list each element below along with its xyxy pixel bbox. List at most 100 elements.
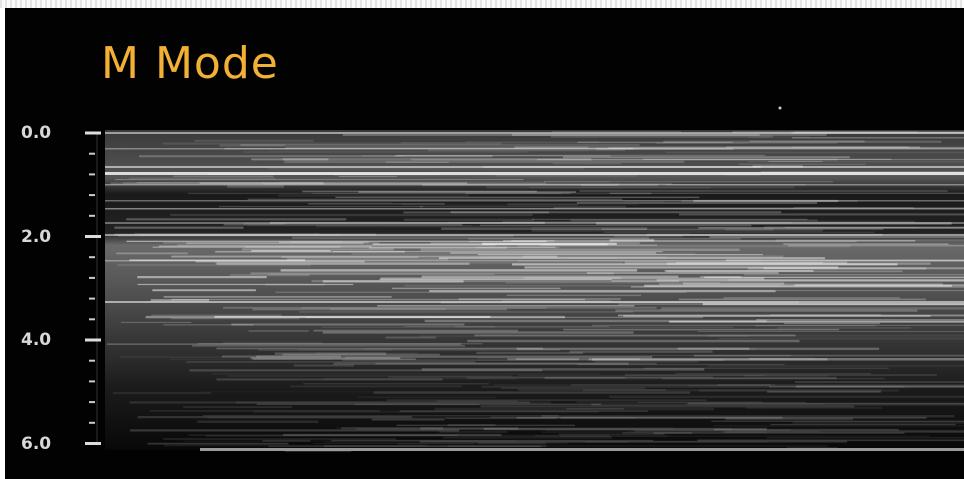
- speckle: [524, 266, 839, 269]
- speckle: [308, 203, 445, 205]
- speckle: [216, 378, 443, 381]
- speckle: [290, 241, 343, 243]
- speckle: [560, 435, 930, 437]
- marker-dot: [778, 106, 782, 110]
- speckle: [283, 433, 502, 436]
- speckle: [518, 374, 765, 377]
- speckle: [517, 244, 851, 248]
- speckle: [171, 317, 300, 320]
- speckle: [107, 343, 462, 345]
- speckle: [218, 205, 424, 208]
- speckle: [235, 401, 552, 404]
- speckle: [151, 314, 282, 316]
- speckle: [369, 246, 507, 249]
- speckle: [754, 325, 876, 327]
- speckle: [392, 287, 561, 290]
- echo-line: [105, 172, 964, 175]
- speckle: [540, 244, 658, 246]
- speckle: [115, 179, 524, 181]
- speckle: [531, 229, 823, 232]
- speckle: [747, 136, 810, 139]
- speckle: [356, 428, 733, 431]
- speckle: [447, 444, 828, 448]
- speckle: [293, 364, 354, 367]
- minor-tick: [89, 214, 95, 217]
- echo-line: [105, 200, 964, 202]
- speckle: [707, 364, 964, 368]
- speckle: [361, 155, 404, 157]
- speckle: [553, 207, 914, 209]
- speckle: [243, 222, 286, 225]
- speckle: [251, 250, 331, 252]
- speckle: [420, 427, 519, 430]
- speckle: [608, 147, 964, 149]
- speckle: [450, 211, 782, 214]
- speckle: [191, 344, 465, 347]
- speckle: [223, 341, 323, 344]
- speckle: [281, 256, 419, 258]
- speckle: [542, 431, 767, 433]
- speckle: [282, 158, 592, 161]
- speckle: [134, 232, 320, 235]
- speckle: [795, 385, 964, 388]
- speckle: [693, 354, 964, 357]
- speckle: [256, 403, 602, 405]
- speckle: [480, 405, 855, 408]
- ultrasound-screen: M Mode 0.0 2.0 4.0 6.0: [5, 8, 964, 479]
- speckle: [580, 183, 659, 187]
- speckle: [516, 347, 880, 351]
- speckle: [205, 434, 611, 437]
- speckle: [137, 275, 267, 279]
- speckle: [171, 255, 558, 258]
- speckle: [697, 439, 964, 442]
- speckle: [566, 408, 624, 410]
- speckle: [466, 376, 626, 379]
- speckle: [665, 151, 964, 154]
- speckle: [275, 291, 687, 293]
- speckle: [386, 399, 707, 401]
- speckle: [150, 299, 210, 302]
- speckle: [500, 387, 646, 390]
- speckle: [313, 329, 518, 332]
- speckle: [399, 410, 648, 413]
- speckle: [420, 248, 740, 251]
- speckle: [476, 351, 584, 355]
- speckle: [227, 375, 512, 377]
- speckle: [766, 437, 964, 439]
- speckle: [342, 133, 760, 136]
- speckle: [338, 175, 398, 178]
- speckle: [397, 443, 476, 445]
- echo-line: [105, 234, 964, 236]
- speckle: [373, 391, 691, 394]
- speckle: [129, 259, 306, 262]
- speckle: [301, 306, 547, 309]
- speckle: [709, 236, 964, 238]
- speckle: [702, 302, 964, 306]
- speckle: [269, 221, 545, 224]
- speckle: [163, 242, 380, 244]
- speckle: [550, 135, 773, 138]
- speckle: [214, 315, 491, 318]
- speckle: [763, 267, 964, 270]
- speckle: [268, 273, 495, 276]
- speckle: [342, 359, 724, 361]
- speckle: [224, 147, 634, 150]
- speckle: [507, 358, 580, 361]
- speckle: [341, 427, 444, 430]
- speckle: [331, 439, 654, 442]
- speckle: [469, 240, 857, 243]
- speckle: [332, 250, 663, 253]
- speckle: [330, 308, 446, 311]
- speckle: [512, 133, 827, 136]
- speckle: [713, 425, 964, 427]
- speckle: [596, 147, 734, 151]
- speckle: [199, 182, 468, 185]
- speckle: [467, 339, 800, 343]
- minor-tick: [89, 401, 95, 404]
- speckle: [400, 142, 749, 144]
- speckle: [419, 335, 748, 337]
- speckle: [756, 319, 964, 321]
- speckle: [552, 131, 682, 133]
- speckle: [675, 373, 871, 375]
